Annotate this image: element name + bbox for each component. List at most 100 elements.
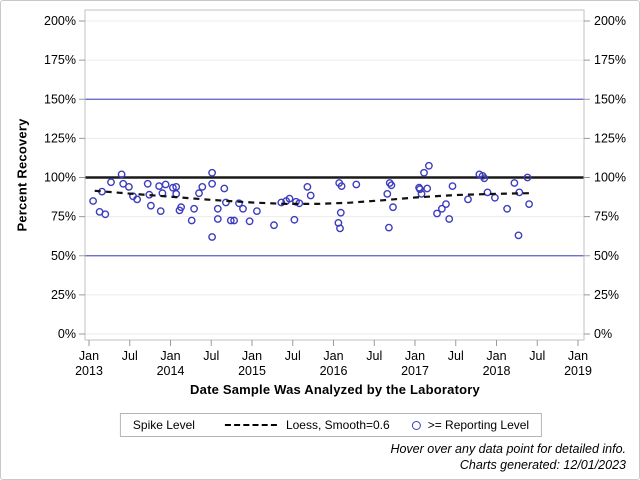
data-point[interactable] xyxy=(352,180,361,189)
loess-curve xyxy=(94,189,530,205)
data-point[interactable] xyxy=(514,231,523,240)
legend-marker-label: >= Reporting Level xyxy=(427,418,530,432)
x-tick-label: Jan xyxy=(160,349,180,363)
data-point[interactable] xyxy=(424,161,433,170)
data-point[interactable] xyxy=(525,200,533,209)
data-point[interactable] xyxy=(387,181,396,190)
reporting-level-marker-icon xyxy=(411,420,421,430)
data-point[interactable] xyxy=(213,215,222,223)
data-point[interactable] xyxy=(483,188,492,197)
x-tick-label: Jan xyxy=(323,349,343,363)
data-point[interactable] xyxy=(125,182,133,191)
data-point[interactable] xyxy=(383,189,392,198)
data-point[interactable] xyxy=(156,207,165,216)
y-tick-label: 100% xyxy=(44,171,76,185)
data-point[interactable] xyxy=(235,199,243,208)
data-point[interactable] xyxy=(433,209,441,218)
data-point[interactable] xyxy=(417,189,426,198)
data-point[interactable] xyxy=(146,201,155,210)
data-point[interactable] xyxy=(155,182,164,191)
data-point[interactable] xyxy=(523,173,532,182)
legend: Spike Level Loess, Smooth=0.6 >= Reporti… xyxy=(119,413,543,437)
data-point[interactable] xyxy=(168,183,177,192)
y-tick-label-right: 25% xyxy=(594,288,619,302)
x-tick-year-label: 2014 xyxy=(157,364,185,378)
y-tick-label-right: 50% xyxy=(594,249,619,263)
y-tick-label: 0% xyxy=(58,327,76,341)
data-point[interactable] xyxy=(445,215,454,223)
data-point[interactable] xyxy=(480,174,489,183)
y-tick-label-right: 100% xyxy=(594,171,626,185)
data-point[interactable] xyxy=(89,197,98,205)
data-point[interactable] xyxy=(226,216,235,225)
data-point[interactable] xyxy=(423,184,432,193)
y-tick-label-right: 0% xyxy=(594,327,612,341)
y-tick-label-right: 75% xyxy=(594,210,619,224)
data-point[interactable] xyxy=(415,185,424,194)
data-point[interactable] xyxy=(119,179,128,188)
y-tick-label: 125% xyxy=(44,131,76,145)
data-point[interactable] xyxy=(437,204,446,213)
data-point[interactable] xyxy=(161,180,170,189)
data-point[interactable] xyxy=(117,170,126,179)
footer-hover-note: Hover over any data point for detailed i… xyxy=(390,442,626,456)
data-point[interactable] xyxy=(220,184,229,193)
y-tick-label-right: 175% xyxy=(594,53,626,67)
data-point[interactable] xyxy=(133,195,142,204)
data-point[interactable] xyxy=(208,233,217,241)
data-point[interactable] xyxy=(306,191,315,200)
y-tick-label: 50% xyxy=(51,249,76,263)
data-point[interactable] xyxy=(252,207,261,216)
data-point[interactable] xyxy=(336,224,344,233)
data-point[interactable] xyxy=(208,179,217,188)
x-axis-title: Date Sample Was Analyzed by the Laborato… xyxy=(190,382,480,397)
x-tick-label: Jul xyxy=(285,349,301,363)
data-point[interactable] xyxy=(389,203,397,212)
x-tick-year-label: 2017 xyxy=(401,364,429,378)
data-point[interactable] xyxy=(337,182,346,191)
data-point[interactable] xyxy=(510,179,519,187)
data-point[interactable] xyxy=(143,179,152,188)
x-tick-label: Jan xyxy=(405,349,425,363)
x-tick-year-label: 2016 xyxy=(320,364,348,378)
data-point[interactable] xyxy=(503,204,511,213)
data-point[interactable] xyxy=(187,216,196,225)
data-point[interactable] xyxy=(464,195,472,204)
legend-title: Spike Level xyxy=(132,418,195,432)
data-point[interactable] xyxy=(270,221,278,230)
x-tick-label: Jul xyxy=(448,349,464,363)
data-point[interactable] xyxy=(177,203,186,212)
y-tick-label-right: 200% xyxy=(594,14,626,28)
data-point[interactable] xyxy=(107,178,115,187)
data-point[interactable] xyxy=(277,198,286,207)
data-point[interactable] xyxy=(221,198,230,207)
data-point[interactable] xyxy=(245,217,254,226)
data-point[interactable] xyxy=(490,193,499,202)
data-point[interactable] xyxy=(384,223,393,232)
y-tick-label-right: 150% xyxy=(594,92,626,106)
data-point[interactable] xyxy=(213,204,222,213)
data-point[interactable] xyxy=(303,182,312,191)
legend-loess-label: Loess, Smooth=0.6 xyxy=(285,418,390,432)
y-tick-label: 175% xyxy=(44,53,76,67)
x-tick-label: Jan xyxy=(568,349,588,363)
y-tick-label: 150% xyxy=(44,92,76,106)
data-point[interactable] xyxy=(442,200,450,209)
data-point[interactable] xyxy=(290,215,299,224)
x-tick-year-label: 2018 xyxy=(483,364,511,378)
data-point[interactable] xyxy=(336,208,345,217)
x-tick-label: Jan xyxy=(242,349,262,363)
data-point[interactable] xyxy=(195,189,203,198)
data-point[interactable] xyxy=(208,168,217,177)
data-point[interactable] xyxy=(239,204,247,213)
data-point[interactable] xyxy=(420,168,428,177)
data-point[interactable] xyxy=(198,182,207,191)
data-point[interactable] xyxy=(230,216,239,225)
data-point[interactable] xyxy=(101,210,110,219)
data-point[interactable] xyxy=(285,194,294,203)
x-tick-year-label: 2019 xyxy=(564,364,592,378)
data-point[interactable] xyxy=(448,182,457,191)
data-point[interactable] xyxy=(190,204,199,213)
